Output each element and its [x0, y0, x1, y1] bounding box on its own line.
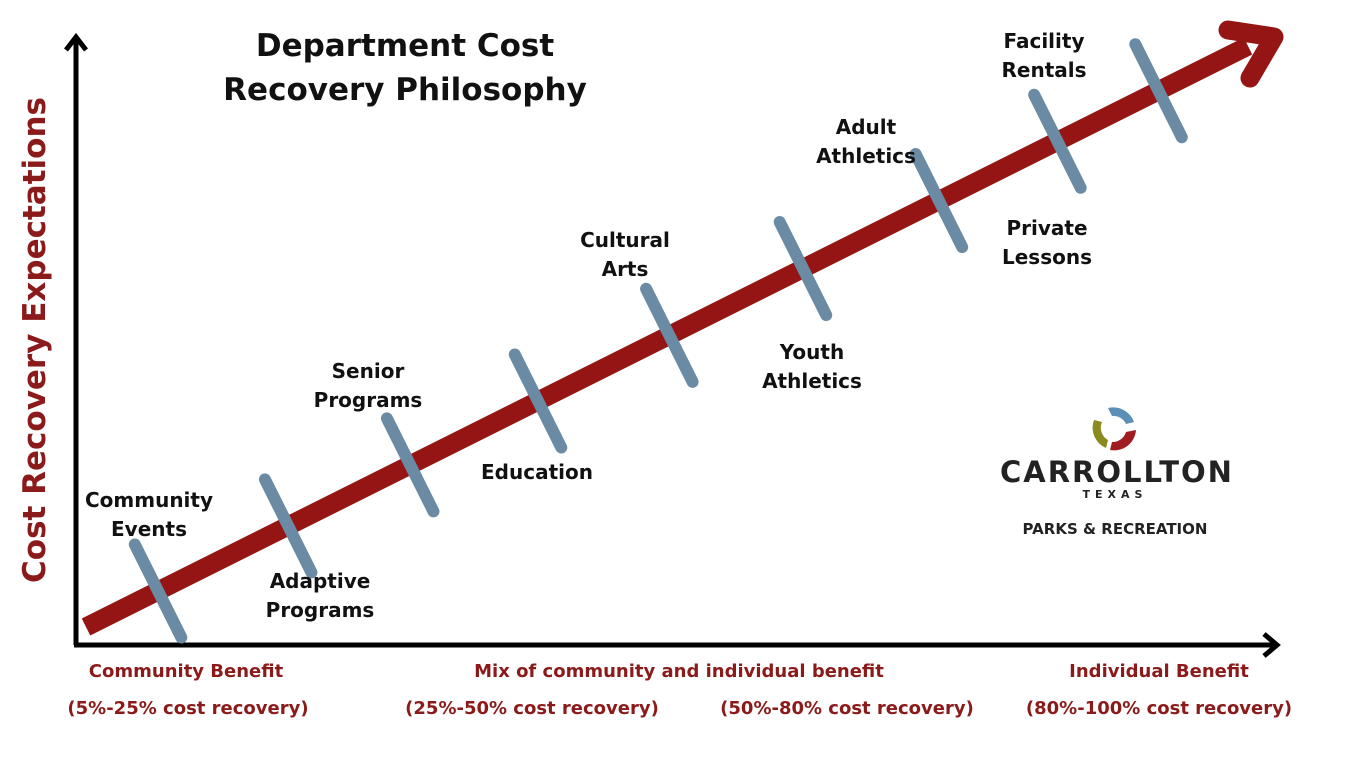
program-tick	[258, 473, 318, 579]
label-line: Cultural	[580, 228, 670, 252]
label-line: Events	[111, 517, 187, 541]
label-line: Education	[481, 460, 593, 484]
label-line: Private	[1006, 216, 1088, 240]
recovery-range-4: (80%-100% cost recovery)	[1025, 698, 1293, 719]
logo-state: TEXAS	[1082, 488, 1148, 501]
label-adaptive-programs: Adaptive Programs	[266, 567, 375, 625]
program-tick	[909, 148, 969, 254]
label-line: Athletics	[762, 369, 862, 393]
program-tick	[1129, 38, 1188, 144]
program-tick	[128, 538, 188, 644]
label-line: Lessons	[1002, 245, 1092, 269]
chart-title-line-2: Recovery Philosophy	[223, 72, 587, 108]
label-youth-athletics: Youth Athletics	[762, 338, 862, 396]
label-line: Programs	[265, 598, 375, 622]
label-line: Adaptive	[269, 569, 371, 593]
trend-arrowhead	[1218, 20, 1284, 88]
label-adult-athletics: Adult Athletics	[816, 113, 916, 171]
program-tick	[380, 412, 440, 518]
benefit-label-mix: Mix of community and individual benefit	[474, 661, 884, 682]
label-private-lessons: Private Lessons	[1002, 214, 1092, 272]
label-education: Education	[481, 458, 593, 487]
program-tick	[773, 216, 833, 322]
label-line: Athletics	[816, 144, 916, 168]
label-line: Community	[84, 488, 214, 512]
x-axis-arrowhead	[1262, 632, 1281, 658]
label-line: Facility	[1003, 29, 1085, 53]
recovery-range-3: (50%-80% cost recovery)	[720, 698, 974, 719]
chart-title: Department Cost Recovery Philosophy	[210, 24, 600, 112]
logo-mark-icon	[1092, 407, 1136, 451]
label-cultural-arts: Cultural Arts	[580, 226, 670, 284]
y-axis-arrowhead	[64, 32, 88, 52]
program-tick	[508, 348, 568, 454]
y-axis-label: Cost Recovery Expectations	[17, 97, 53, 583]
benefit-label-individual: Individual Benefit	[1069, 661, 1249, 682]
label-line: Youth	[779, 340, 845, 364]
label-line: Adult	[835, 115, 897, 139]
benefit-label-community: Community Benefit	[88, 661, 284, 682]
label-line: Senior	[331, 359, 405, 383]
program-tick	[640, 282, 699, 388]
recovery-range-2: (25%-50% cost recovery)	[405, 698, 659, 719]
label-facility-rentals: Facility Rentals	[1001, 27, 1086, 85]
recovery-range-1: (5%-25% cost recovery)	[67, 698, 309, 719]
label-line: Rentals	[1001, 58, 1087, 82]
program-ticks	[128, 38, 1188, 644]
chart-title-line-1: Department Cost	[255, 28, 555, 64]
logo-department: PARKS & RECREATION	[1022, 520, 1208, 538]
label-senior-programs: Senior Programs	[314, 357, 423, 415]
logo-city-name: CARROLLTON	[1000, 455, 1234, 489]
label-line: Programs	[313, 388, 423, 412]
label-line: Arts	[601, 257, 649, 281]
label-community-events: Community Events	[85, 486, 213, 544]
program-tick	[1028, 88, 1087, 194]
